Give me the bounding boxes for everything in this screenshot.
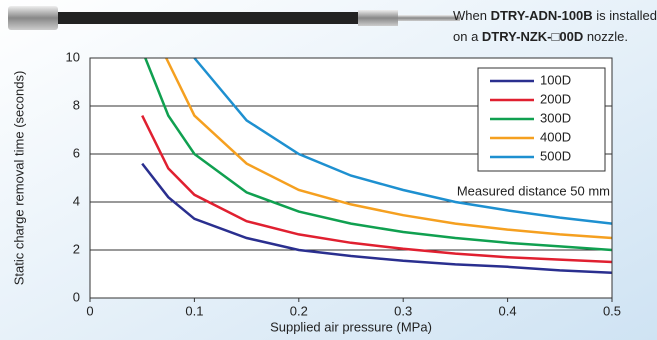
y-tick-label: 2 [73, 241, 80, 256]
line [165, 57, 613, 240]
x-tick-label: 0.3 [394, 303, 412, 318]
y-tick-label: 10 [66, 49, 80, 64]
note: on a DTRY-NZK-□00D nozzle. [453, 29, 628, 44]
y-tick-label: 4 [73, 193, 80, 208]
line [141, 115, 613, 264]
y-axis-label: Static charge removal time (seconds) [11, 71, 26, 286]
nozzle-image [8, 6, 460, 30]
x-tick-label: 0.4 [499, 303, 517, 318]
legend-label: 500D [540, 148, 571, 163]
line [144, 57, 613, 252]
legend-label: 400D [540, 129, 571, 144]
x-axis-label: Supplied air pressure (MPa) [270, 319, 432, 334]
note: When DTRY-ADN-100B is installed [453, 8, 657, 23]
line [141, 162, 613, 275]
legend-label: 100D [540, 72, 571, 87]
plot-border [89, 57, 613, 299]
line [193, 57, 613, 225]
annotation: Measured distance 50 mm [457, 183, 610, 198]
x-tick-label: 0.1 [185, 303, 203, 318]
y-tick-label: 8 [73, 97, 80, 112]
x-tick-label: 0 [86, 303, 93, 318]
y-tick-label: 6 [73, 145, 80, 160]
legend-label: 200D [540, 91, 571, 106]
legend-label: 300D [540, 110, 571, 125]
y-tick-label: 0 [73, 289, 80, 304]
x-tick-label: 0.2 [290, 303, 308, 318]
x-tick-label: 0.5 [603, 303, 621, 318]
